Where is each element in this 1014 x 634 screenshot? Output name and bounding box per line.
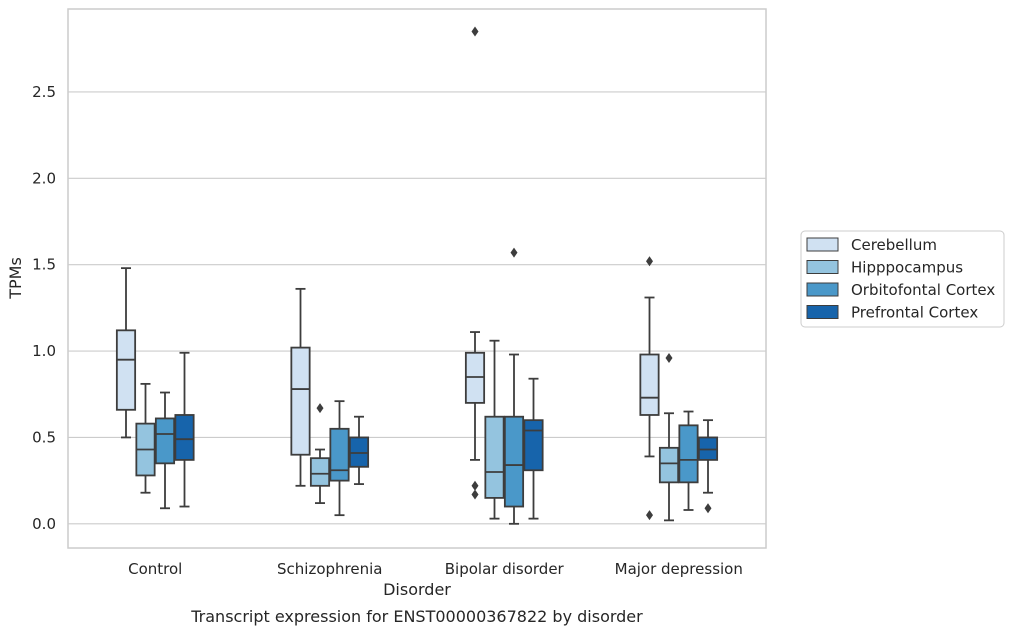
box-hipppocampus: [484, 339, 505, 520]
y-tick-label: 2.5: [32, 83, 56, 101]
outlier-point: [471, 480, 479, 491]
y-tick-label: 1.5: [32, 256, 56, 274]
x-tick-label: Schizophrenia: [277, 560, 382, 578]
boxes: [115, 26, 719, 525]
box-body: [678, 424, 699, 484]
box-hipppocampus: [309, 403, 331, 504]
legend-swatch: [806, 237, 839, 252]
legend-swatch: [806, 260, 839, 274]
chart-caption: Transcript expression for ENST0000036782…: [190, 607, 643, 626]
box-hipppocampus: [135, 382, 156, 494]
outlier-point: [646, 510, 653, 521]
box-body: [503, 415, 525, 508]
outlier-point: [704, 503, 712, 514]
box-orbitofontal-cortex: [329, 400, 350, 517]
box-hipppocampus: [658, 352, 680, 522]
box-orbitofontal-cortex: [503, 247, 525, 525]
legend-swatch: [806, 305, 839, 319]
x-tick-label: Major depression: [615, 560, 743, 578]
box-body: [523, 419, 544, 472]
legend-label: Cerebellum: [851, 236, 937, 254]
box-body: [329, 427, 350, 482]
legend: Cerebellum Hipppocampus Orbitofontal Corte…: [800, 230, 1005, 328]
outlier-point: [316, 403, 324, 414]
box-prefrontal-cortex: [523, 377, 544, 520]
x-axis-title: Disorder: [383, 580, 451, 599]
x-tick-labels: Control Schizophrenia Bipolar disorder Majo…: [128, 560, 743, 578]
box-body: [484, 415, 505, 499]
box-body: [658, 446, 680, 484]
outlier-point: [646, 256, 653, 267]
box-prefrontal-cortex: [174, 351, 195, 508]
x-tick-label: Bipolar disorder: [445, 560, 565, 578]
box-cerebellum: [290, 287, 311, 487]
legend-label: Hipppocampus: [851, 259, 963, 277]
legend-label: Prefrontal Cortex: [851, 304, 978, 322]
box-orbitofontal-cortex: [678, 410, 699, 511]
plot-frame: [67, 8, 767, 549]
box-body: [639, 353, 660, 416]
legend-swatch: [806, 282, 839, 297]
box-prefrontal-cortex: [697, 419, 719, 514]
y-axis-title: TPMs: [6, 257, 25, 300]
box-body: [154, 417, 176, 465]
y-tick-label: 0.0: [32, 515, 56, 533]
box-body: [174, 414, 195, 461]
box-orbitofontal-cortex: [154, 391, 176, 510]
box-cerebellum: [464, 26, 486, 500]
y-tick-label: 0.5: [32, 428, 56, 446]
legend-frame: [800, 230, 1005, 328]
box-body: [309, 457, 331, 487]
box-cerebellum: [639, 256, 660, 521]
legend-label: Orbitofontal Cortex: [851, 281, 995, 299]
box-cerebellum: [115, 267, 137, 439]
y-tick-label: 2.0: [32, 169, 56, 187]
outlier-point: [471, 26, 479, 37]
outlier-point: [471, 489, 479, 500]
box-body: [115, 329, 137, 411]
box-prefrontal-cortex: [348, 415, 370, 485]
outlier-point: [510, 247, 518, 258]
box-body: [290, 346, 311, 456]
y-tick-label: 1.0: [32, 342, 56, 360]
y-tick-labels: 0.0 0.5 1.0 1.5 2.0 2.5: [32, 83, 56, 533]
x-tick-label: Control: [128, 560, 182, 578]
outlier-point: [665, 352, 673, 363]
